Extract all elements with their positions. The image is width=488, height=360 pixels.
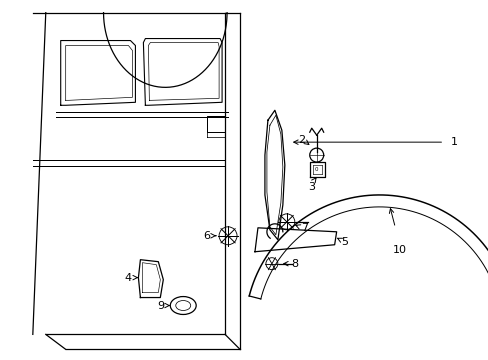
Text: 0: 0	[314, 167, 318, 172]
Text: 7: 7	[301, 223, 308, 233]
Text: 1: 1	[450, 137, 457, 147]
Text: 4: 4	[124, 273, 132, 283]
Text: 5: 5	[341, 237, 347, 247]
Text: 2: 2	[298, 135, 305, 145]
Text: 8: 8	[291, 259, 298, 269]
Text: 3: 3	[307, 182, 315, 192]
Text: 9: 9	[157, 301, 163, 311]
Text: 10: 10	[391, 245, 406, 255]
Text: 6: 6	[203, 231, 210, 241]
